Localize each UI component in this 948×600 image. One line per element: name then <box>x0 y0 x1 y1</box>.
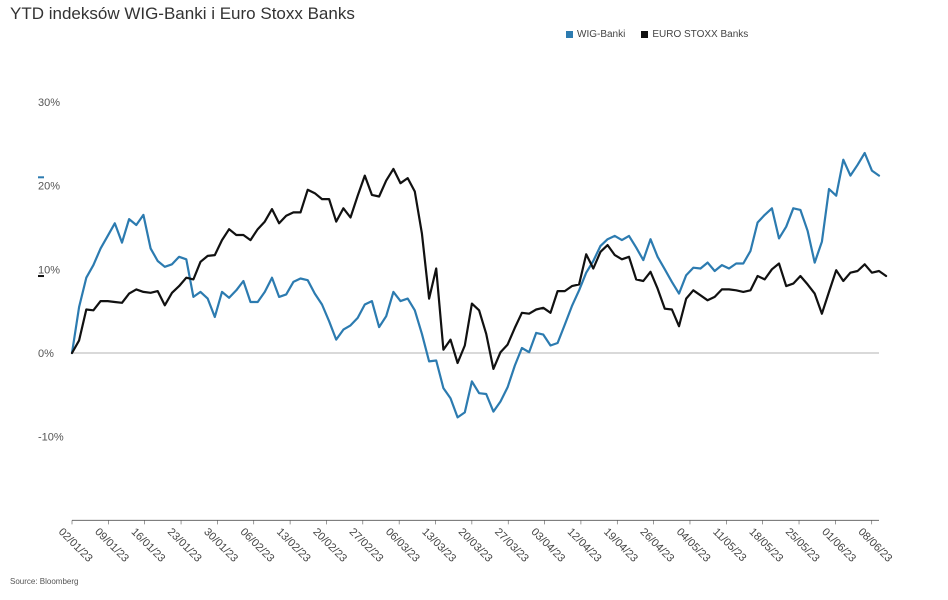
x-tick-label: 11/05/23 <box>710 526 748 564</box>
x-tick-label: 03/04/23 <box>528 526 567 565</box>
legend-item-stoxx[interactable]: EURO STOXX Banks <box>641 29 748 40</box>
x-tick-label: 09/01/23 <box>92 526 131 565</box>
source-note: Source: Bloomberg <box>10 577 79 586</box>
x-tick-label: 26/04/23 <box>638 526 677 565</box>
x-tick-label: 19/04/23 <box>601 526 640 565</box>
legend-swatch-stoxx <box>641 31 649 38</box>
chart-legend: WIG-Banki EURO STOXX Banks <box>566 29 748 40</box>
y-tick-label: 30% <box>38 97 60 109</box>
x-tick-label: 16/01/23 <box>129 526 168 565</box>
y-tick-label: 0% <box>38 348 54 360</box>
x-tick-label: 18/05/23 <box>747 526 786 565</box>
legend-swatch-wig <box>566 31 573 38</box>
x-tick-label: 02/01/23 <box>56 526 95 565</box>
x-tick-label: 04/05/23 <box>674 526 713 565</box>
chart-title: YTD indeksów WIG-Banki i Euro Stoxx Bank… <box>10 4 355 23</box>
series-line-wig-banki <box>70 151 881 419</box>
x-tick-label: 13/03/23 <box>419 526 458 565</box>
x-tick-label: 12/04/23 <box>565 526 604 565</box>
legend-label-wig: WIG-Banki <box>577 29 626 40</box>
series-line-euro-stoxx-banks <box>70 167 888 370</box>
x-tick-label: 20/02/23 <box>310 526 349 565</box>
x-tick-label: 01/06/23 <box>819 526 858 565</box>
x-tick-label: 30/01/23 <box>201 526 240 565</box>
x-tick-label: 27/02/23 <box>347 526 386 565</box>
x-tick-label: 13/02/23 <box>274 526 313 565</box>
x-tick-label: 27/03/23 <box>492 526 531 565</box>
y-tick-label: 20% <box>38 181 60 193</box>
y-tick-label: -10% <box>38 432 64 444</box>
x-tick-label: 20/03/23 <box>456 526 495 565</box>
legend-label-stoxx: EURO STOXX Banks <box>652 29 749 40</box>
y-tick-label: 10% <box>38 264 60 276</box>
x-tick-label: 23/01/23 <box>165 526 204 565</box>
x-tick-label: 25/05/23 <box>783 526 822 565</box>
legend-item-wig[interactable]: WIG-Banki <box>566 29 625 40</box>
x-tick-label: 06/03/23 <box>383 526 422 565</box>
x-tick-label: 08/06/23 <box>856 526 895 565</box>
x-tick-label: 06/02/23 <box>238 526 277 565</box>
